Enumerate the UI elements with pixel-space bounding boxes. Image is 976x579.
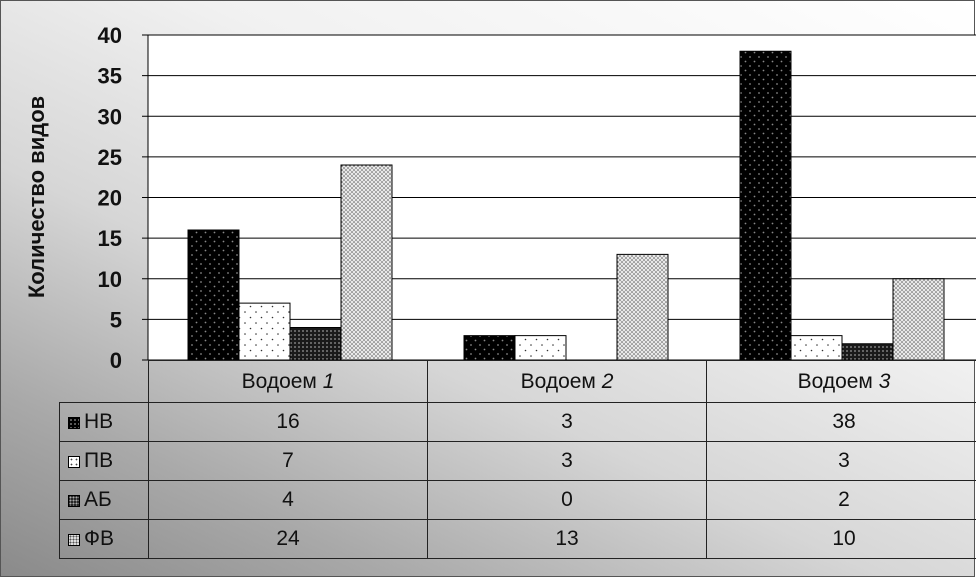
category-prefix: Водоем xyxy=(798,370,879,393)
data-cell: 13 xyxy=(428,520,707,559)
legend-swatch xyxy=(68,495,80,507)
category-label: Водоем 2 xyxy=(428,361,707,403)
data-cell: 3 xyxy=(428,442,707,481)
data-cell: 24 xyxy=(149,520,428,559)
legend-entry: ПВ xyxy=(60,442,149,481)
bar-pv-3 xyxy=(791,336,842,360)
data-cell: 3 xyxy=(428,403,707,442)
category-label: Водоем 3 xyxy=(707,361,976,403)
y-tick-label: 40 xyxy=(98,23,122,48)
data-cell: 7 xyxy=(149,442,428,481)
table-corner xyxy=(60,361,149,403)
category-number: 1 xyxy=(323,370,335,393)
data-cell: 10 xyxy=(707,520,976,559)
series-name: НВ xyxy=(84,410,113,433)
legend-entry: ФВ xyxy=(60,520,149,559)
category-label: Водоем 1 xyxy=(149,361,428,403)
category-number: 3 xyxy=(879,370,891,393)
bar-fv-3 xyxy=(893,279,944,360)
data-cell: 4 xyxy=(149,481,428,520)
data-cell: 3 xyxy=(707,442,976,481)
bar-fv-1 xyxy=(341,165,392,360)
data-cell: 16 xyxy=(149,403,428,442)
y-tick-label: 20 xyxy=(98,186,122,211)
y-tick-label: 30 xyxy=(98,104,122,129)
legend-swatch xyxy=(68,456,80,468)
category-prefix: Водоем xyxy=(242,370,323,393)
y-tick-label: 15 xyxy=(98,226,122,251)
bar-nv-3 xyxy=(740,51,791,360)
y-tick-label: 5 xyxy=(110,307,122,332)
series-name: ПВ xyxy=(84,449,113,472)
bar-pv-1 xyxy=(239,303,290,360)
bar-fv-2 xyxy=(617,254,668,360)
legend-entry: НВ xyxy=(60,403,149,442)
y-tick-label: 25 xyxy=(98,145,122,170)
series-name: АБ xyxy=(84,488,112,511)
y-tick-label: 35 xyxy=(98,64,122,89)
bar-ab-1 xyxy=(290,328,341,361)
legend-swatch xyxy=(68,534,80,546)
category-prefix: Водоем xyxy=(521,370,602,393)
legend-swatch xyxy=(68,417,80,429)
data-cell: 0 xyxy=(428,481,707,520)
bar-nv-2 xyxy=(464,336,515,360)
y-tick-label: 10 xyxy=(98,267,122,292)
bar-nv-1 xyxy=(188,230,239,360)
data-cell: 2 xyxy=(707,481,976,520)
y-axis-label: Количество видов xyxy=(24,96,49,298)
series-name: ФВ xyxy=(84,527,114,550)
bar-ab-3 xyxy=(842,344,893,360)
bar-pv-2 xyxy=(515,336,566,360)
category-number: 2 xyxy=(602,370,614,393)
data-cell: 38 xyxy=(707,403,976,442)
legend-entry: АБ xyxy=(60,481,149,520)
